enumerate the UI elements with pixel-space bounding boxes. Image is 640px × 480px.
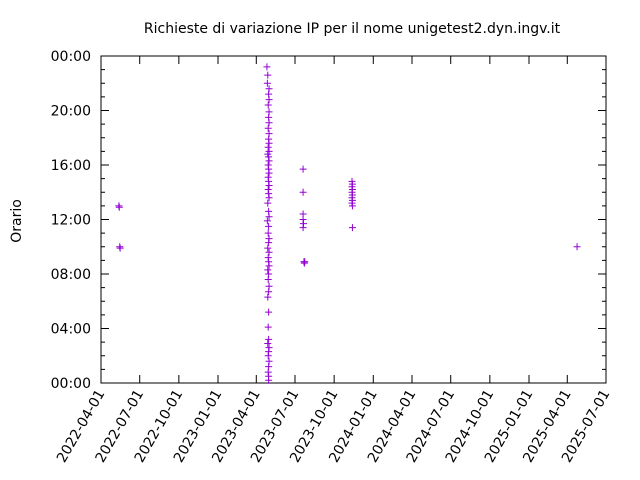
data-point [265, 308, 273, 316]
data-point [301, 258, 309, 266]
data-point [299, 188, 307, 196]
data-point [264, 101, 272, 109]
data-point [264, 352, 272, 360]
data-point [263, 217, 271, 225]
data-point [348, 202, 356, 210]
data-point [573, 243, 581, 251]
data-point [264, 266, 272, 274]
y-tick-label: 00:00 [51, 376, 91, 392]
data-point [299, 224, 307, 232]
y-tick-label: 16:00 [51, 158, 91, 174]
data-point [264, 199, 272, 207]
data-point [264, 229, 272, 237]
data-point [348, 224, 356, 232]
data-point [265, 157, 273, 165]
data-point [265, 169, 273, 177]
data-point [264, 293, 272, 301]
data-point [265, 239, 273, 247]
data-point [265, 119, 273, 127]
data-point [265, 213, 273, 221]
data-point [263, 63, 271, 71]
data-point [264, 143, 272, 151]
data-point [264, 124, 272, 132]
y-tick-label: 04:00 [51, 322, 91, 338]
data-point [265, 222, 273, 230]
y-tick-label: 12:00 [51, 213, 91, 229]
data-point [265, 288, 273, 296]
data-point [264, 339, 272, 347]
data-point [265, 248, 273, 256]
chart-title: Richieste di variazione IP per il nome u… [144, 21, 561, 37]
data-point [299, 165, 307, 173]
y-tick-label: 00:00 [51, 49, 91, 65]
data-point [265, 262, 273, 270]
plot-frame [100, 55, 607, 384]
data-point [265, 194, 273, 202]
data-point [265, 139, 273, 147]
data-point [115, 203, 123, 211]
data-point [263, 79, 271, 87]
plot-area: 00:0004:0008:0012:0016:0020:0000:002022-… [51, 49, 614, 465]
data-point [265, 376, 273, 384]
data-point [264, 275, 272, 283]
data-point [116, 244, 124, 252]
data-point [265, 96, 273, 104]
data-point [264, 323, 272, 331]
data-point [265, 181, 273, 189]
data-point [264, 244, 272, 252]
y-axis-label: Orario [9, 199, 25, 243]
y-tick-label: 20:00 [51, 104, 91, 120]
data-point [264, 71, 272, 79]
y-tick-label: 08:00 [51, 267, 91, 283]
data-point [265, 335, 273, 343]
